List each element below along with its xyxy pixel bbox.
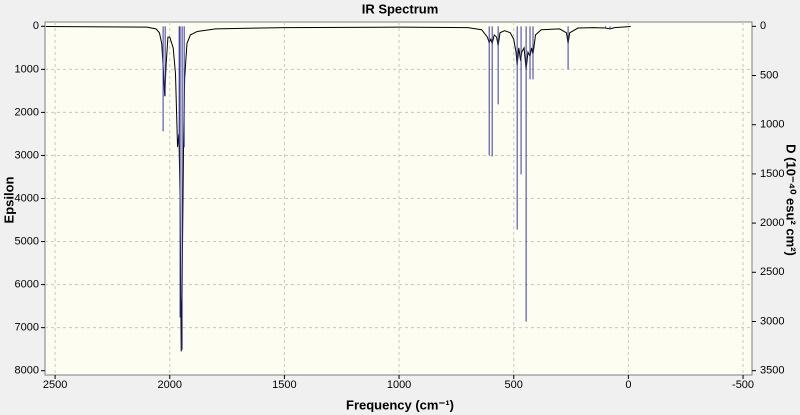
y-tick-label: 5000	[15, 235, 39, 247]
x-tick-label: 1000	[387, 379, 411, 391]
y-tick-label: 8000	[15, 365, 39, 377]
x-axis-label: Frequency (cm⁻¹)	[346, 397, 454, 412]
y2-tick-label: 0	[760, 20, 766, 32]
y-axis-label: Epsilon	[1, 176, 16, 223]
y-tick-label: 0	[33, 20, 39, 32]
y-tick-label: 3000	[15, 149, 39, 161]
x-tick-label: 0	[625, 379, 631, 391]
y-tick-label: 7000	[15, 322, 39, 334]
y-tick-label: 4000	[15, 192, 39, 204]
x-tick-label: 2000	[158, 379, 182, 391]
y2-axis-label: D (10⁻⁴⁰ esu² cm²)	[784, 144, 799, 256]
y2-tick-label: 3500	[760, 365, 784, 377]
y-tick-label: 2000	[15, 106, 39, 118]
chart-title: IR Spectrum	[362, 1, 439, 16]
x-tick-label: 1500	[272, 379, 296, 391]
y2-tick-label: 3000	[760, 315, 784, 327]
y2-tick-label: 1000	[760, 119, 784, 131]
x-tick-label: 500	[505, 379, 523, 391]
y-tick-label: 1000	[15, 63, 39, 75]
y2-tick-label: 2500	[760, 266, 784, 278]
y2-tick-label: 1500	[760, 168, 784, 180]
y2-tick-label: 500	[760, 69, 778, 81]
y2-tick-label: 2000	[760, 217, 784, 229]
y-tick-label: 6000	[15, 279, 39, 291]
x-tick-label: -500	[732, 379, 754, 391]
x-tick-label: 2500	[43, 379, 67, 391]
